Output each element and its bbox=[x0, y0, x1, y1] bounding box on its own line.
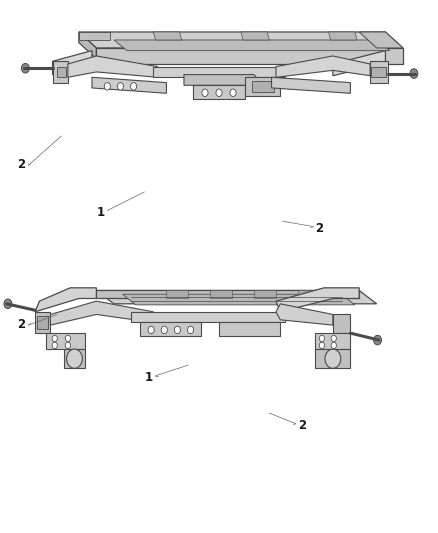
Text: 2: 2 bbox=[298, 419, 306, 432]
Polygon shape bbox=[272, 77, 350, 93]
Circle shape bbox=[319, 342, 325, 349]
Polygon shape bbox=[153, 67, 285, 77]
Polygon shape bbox=[245, 77, 280, 96]
Polygon shape bbox=[68, 56, 158, 77]
Circle shape bbox=[52, 335, 57, 342]
Circle shape bbox=[67, 349, 82, 368]
Polygon shape bbox=[241, 32, 269, 40]
Circle shape bbox=[331, 335, 336, 342]
Polygon shape bbox=[328, 32, 357, 40]
Circle shape bbox=[187, 326, 194, 334]
Circle shape bbox=[230, 89, 236, 96]
Circle shape bbox=[325, 349, 341, 368]
Polygon shape bbox=[298, 290, 320, 298]
Circle shape bbox=[131, 83, 137, 90]
Polygon shape bbox=[35, 312, 50, 333]
Polygon shape bbox=[50, 301, 153, 325]
Circle shape bbox=[216, 89, 222, 96]
Circle shape bbox=[202, 89, 208, 96]
Polygon shape bbox=[79, 32, 110, 40]
Circle shape bbox=[161, 326, 167, 334]
Polygon shape bbox=[315, 349, 350, 368]
Polygon shape bbox=[184, 75, 263, 85]
Polygon shape bbox=[153, 32, 182, 40]
Circle shape bbox=[65, 342, 71, 349]
Polygon shape bbox=[254, 290, 276, 298]
Circle shape bbox=[65, 335, 71, 342]
Polygon shape bbox=[35, 288, 96, 312]
Polygon shape bbox=[276, 56, 370, 77]
Circle shape bbox=[52, 342, 57, 349]
Polygon shape bbox=[140, 322, 201, 336]
Circle shape bbox=[410, 69, 418, 78]
Polygon shape bbox=[37, 316, 48, 329]
Circle shape bbox=[4, 299, 12, 309]
Circle shape bbox=[319, 335, 325, 342]
Polygon shape bbox=[166, 290, 188, 298]
Text: 1: 1 bbox=[96, 206, 105, 219]
Polygon shape bbox=[315, 333, 350, 349]
Polygon shape bbox=[123, 294, 355, 305]
Polygon shape bbox=[370, 61, 388, 83]
Polygon shape bbox=[333, 314, 350, 333]
Polygon shape bbox=[96, 290, 377, 304]
Polygon shape bbox=[46, 333, 85, 349]
Text: 2: 2 bbox=[18, 318, 26, 331]
Polygon shape bbox=[96, 290, 359, 298]
Text: 2: 2 bbox=[315, 222, 324, 235]
Polygon shape bbox=[276, 304, 333, 325]
Polygon shape bbox=[96, 48, 403, 64]
Text: 2: 2 bbox=[18, 158, 26, 171]
Polygon shape bbox=[79, 32, 403, 48]
Circle shape bbox=[148, 326, 154, 334]
Polygon shape bbox=[252, 81, 274, 92]
Circle shape bbox=[117, 83, 124, 90]
Polygon shape bbox=[114, 40, 390, 51]
Polygon shape bbox=[53, 51, 92, 75]
Polygon shape bbox=[92, 77, 166, 93]
Polygon shape bbox=[219, 322, 280, 336]
Polygon shape bbox=[276, 288, 359, 312]
Polygon shape bbox=[210, 290, 232, 298]
Circle shape bbox=[21, 63, 29, 73]
Circle shape bbox=[174, 326, 180, 334]
Circle shape bbox=[104, 83, 110, 90]
Circle shape bbox=[331, 342, 336, 349]
Polygon shape bbox=[371, 67, 386, 77]
Polygon shape bbox=[333, 51, 385, 76]
Circle shape bbox=[374, 335, 381, 345]
Polygon shape bbox=[131, 312, 285, 322]
Polygon shape bbox=[79, 32, 96, 59]
Polygon shape bbox=[359, 32, 403, 48]
Polygon shape bbox=[193, 85, 245, 99]
Text: 1: 1 bbox=[145, 371, 153, 384]
Polygon shape bbox=[64, 349, 85, 368]
Polygon shape bbox=[57, 67, 66, 77]
Polygon shape bbox=[53, 61, 68, 83]
